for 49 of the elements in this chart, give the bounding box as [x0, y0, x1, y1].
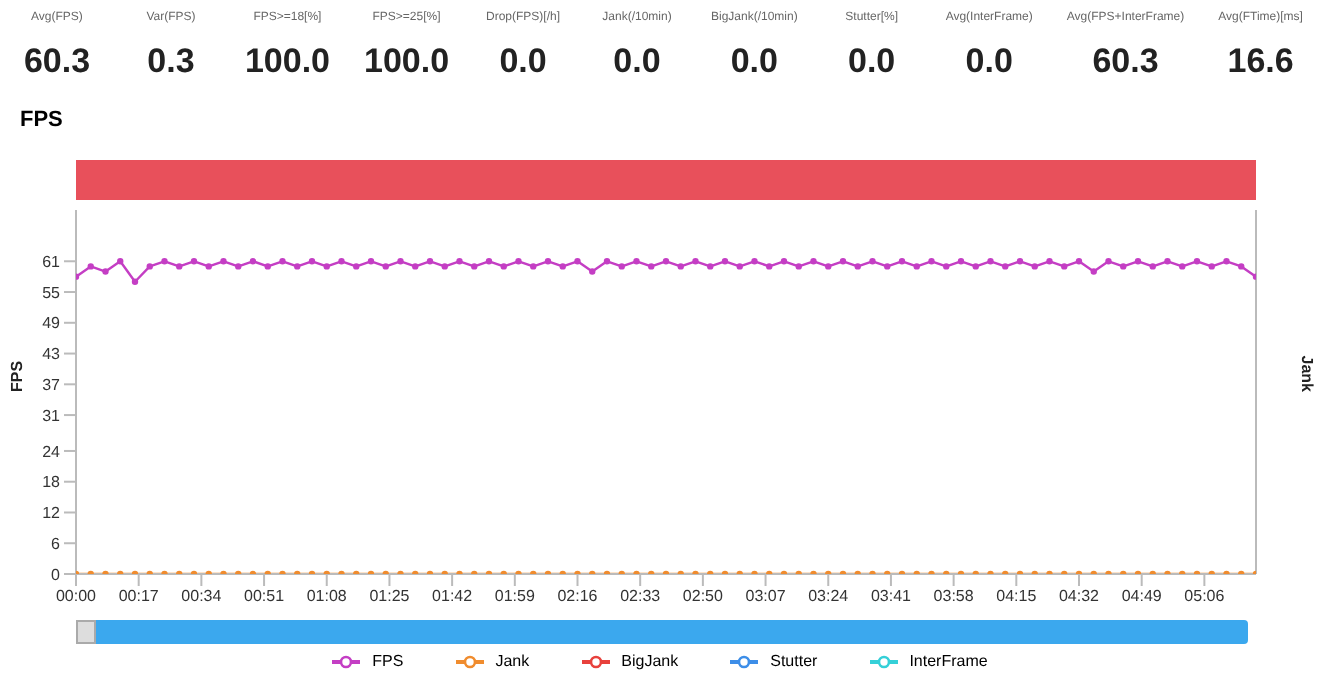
y-tick-label: 49 [42, 314, 62, 333]
x-tick-label: 03:41 [870, 587, 913, 606]
x-tick-label: 03:24 [808, 587, 850, 606]
y-tick-label: 12 [42, 504, 62, 523]
y-tick-label: 0 [51, 565, 62, 584]
text: 0.0 [965, 42, 1013, 80]
x-tick-label: 01:59 [494, 587, 536, 606]
y-tick-label: 24 [42, 442, 62, 461]
x-tick-label: 01:42 [432, 587, 474, 606]
legend-label: Stutter [770, 652, 818, 670]
y-tick-label: 43 [42, 345, 62, 364]
y-tick-label: 6 [51, 534, 62, 553]
x-tick-label: 02:16 [557, 587, 599, 606]
text: 16.6 [1227, 42, 1294, 80]
text: 0.0 [613, 42, 661, 80]
text: 100.0 [363, 42, 450, 80]
text: 60.3 [1092, 42, 1159, 80]
x-tick-label: 00:51 [244, 587, 286, 606]
x-tick-label: 05:06 [1184, 587, 1226, 606]
x-tick-label: 03:58 [933, 587, 975, 606]
legend-label: InterFrame [909, 652, 988, 670]
text: 0.0 [730, 42, 778, 80]
legend-label: Jank [495, 652, 530, 670]
y2-axis-title: Jank [1298, 355, 1317, 394]
x-tick-label: 04:15 [996, 587, 1038, 606]
chart-title: FPS [20, 108, 63, 132]
x-tick-label: 01:08 [306, 587, 348, 606]
text: 0.3 [147, 42, 195, 80]
y-axis-title: FPS [7, 359, 26, 392]
x-tick-label: 02:33 [620, 587, 662, 606]
y-tick-label: 31 [42, 406, 62, 425]
x-tick-label: 01:25 [369, 587, 411, 606]
text: 0.0 [499, 42, 547, 80]
text: 0.0 [848, 42, 896, 80]
x-tick-label: 00:17 [118, 587, 160, 606]
x-tick-label: 00:34 [181, 587, 223, 606]
text: 60.3 [23, 42, 91, 80]
y-tick-label: 18 [42, 473, 62, 492]
x-tick-label: 00:00 [55, 587, 98, 606]
y-tick-label: 37 [42, 375, 62, 394]
text: 100.0 [244, 42, 330, 80]
legend-label: FPS [372, 652, 404, 670]
x-tick-label: 04:32 [1058, 587, 1101, 606]
legend-label: BigJank [621, 652, 679, 670]
x-tick-label: 04:49 [1121, 587, 1163, 606]
x-tick-label: 02:50 [682, 587, 724, 606]
y-tick-label: 55 [42, 283, 62, 302]
x-tick-label: 03:07 [745, 587, 787, 606]
y-tick-label: 61 [42, 252, 62, 271]
